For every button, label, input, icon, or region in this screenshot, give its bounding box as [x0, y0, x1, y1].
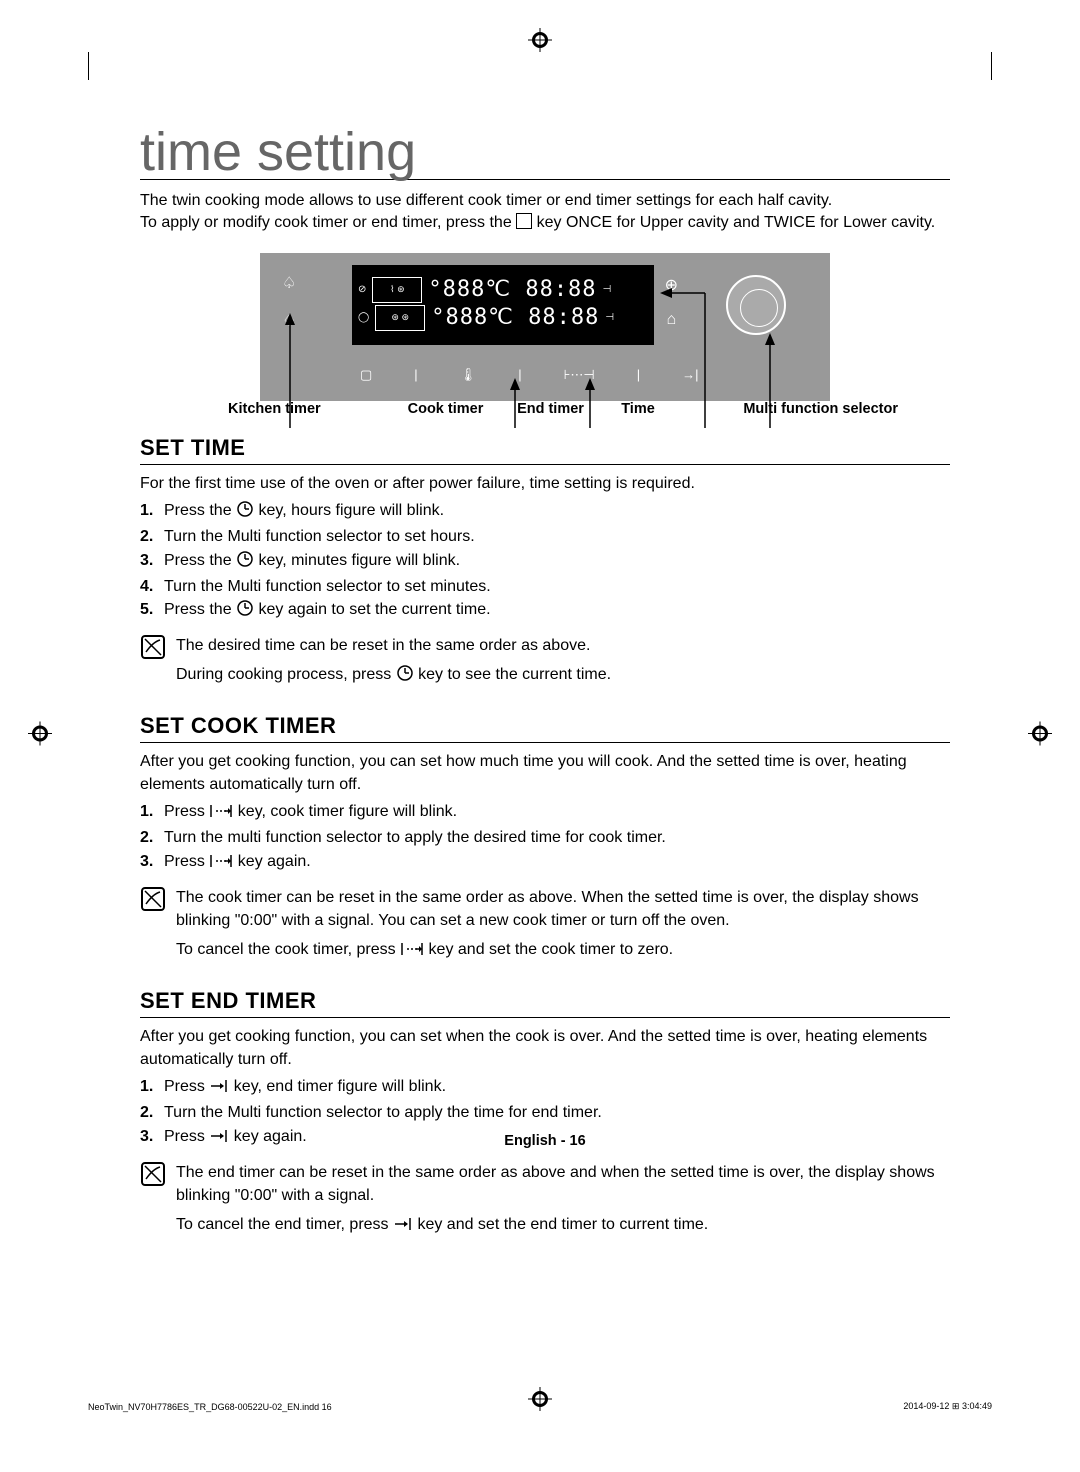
print-timestamp: 2014-09-12 ⊞ 3:04:49	[903, 1401, 992, 1412]
set-cook-steps: 1.Press key, cook timer figure will blin…	[140, 800, 950, 876]
segment-display-top: °888℃ 88:88	[428, 277, 596, 302]
label-end-timer: End timer	[503, 401, 598, 417]
end-timer-key-icon	[393, 1216, 413, 1239]
step-item: 2.Turn the multi function selector to ap…	[140, 826, 950, 849]
clock-icon	[236, 550, 254, 575]
clock-icon	[236, 599, 254, 624]
bell-icon: ♤	[282, 273, 296, 293]
bell-outline-icon: ♢	[282, 311, 296, 331]
set-time-steps: 1.Press the key, hours figure will blink…	[140, 499, 950, 624]
registration-mark-icon	[28, 722, 52, 751]
indd-filename: NeoTwin_NV70H7786ES_TR_DG68-00522U-02_EN…	[88, 1402, 332, 1412]
step-item: 3.Press key again.	[140, 850, 950, 876]
step-item: 2.Turn the Multi function selector to ap…	[140, 1101, 950, 1124]
registration-mark-icon	[528, 28, 552, 57]
label-cook-timer: Cook timer	[388, 401, 503, 417]
label-time: Time	[598, 401, 678, 417]
cook-timer-key-icon	[209, 803, 233, 826]
step-item: 5.Press the key again to set the current…	[140, 598, 950, 624]
note-text: To cancel the cook timer, press key and …	[176, 938, 950, 964]
temp-icon: 🌡	[460, 367, 477, 383]
step-item: 3.Press the key, minutes figure will bli…	[140, 549, 950, 575]
clock-icon	[236, 500, 254, 525]
set-end-heading: SET END TIMER	[140, 988, 950, 1014]
crop-mark	[991, 52, 992, 80]
dial-icon	[726, 275, 786, 335]
set-end-intro: After you get cooking function, you can …	[140, 1026, 950, 1071]
note-text: The cook timer can be reset in the same …	[176, 886, 950, 932]
note-icon	[140, 1161, 166, 1246]
step-item: 1.Press the key, hours figure will blink…	[140, 499, 950, 525]
cavity-key-icon	[516, 213, 532, 229]
cook-timer-icon: ⊦⋯⊣	[564, 367, 595, 383]
cook-timer-key-icon	[209, 853, 233, 876]
end-timer-icon: →|	[682, 367, 698, 383]
clock-panel-icon: ⊕	[665, 275, 678, 295]
page-footer: English - 16	[140, 1133, 950, 1149]
registration-mark-icon	[1028, 722, 1052, 751]
label-mfs: Multi function selector	[678, 401, 898, 417]
set-time-heading: SET TIME	[140, 435, 950, 461]
note-text: To cancel the end timer, press key and s…	[176, 1213, 950, 1239]
registration-mark-icon	[528, 1387, 552, 1416]
step-item: 4.Turn the Multi function selector to se…	[140, 575, 950, 598]
stop-icon: ▢	[360, 367, 372, 383]
note-text: The desired time can be reset in the sam…	[176, 634, 950, 657]
set-cook-heading: SET COOK TIMER	[140, 713, 950, 739]
step-item: 1.Press key, end timer figure will blink…	[140, 1075, 950, 1101]
note-text: The end timer can be reset in the same o…	[176, 1161, 950, 1207]
end-timer-key-icon	[209, 1078, 229, 1101]
set-time-intro: For the first time use of the oven or af…	[140, 473, 950, 495]
intro-text: The twin cooking mode allows to use diff…	[140, 190, 950, 235]
lock-panel-icon: ⌂	[665, 311, 678, 329]
control-panel-diagram: ♤ ♢ ⊘⌇ ⊛°888℃ 88:88⊣ ◯⊛ ⊛°888℃ 88:88⊣ ⊕ …	[140, 253, 950, 417]
note-icon	[140, 886, 166, 971]
set-cook-intro: After you get cooking function, you can …	[140, 751, 950, 796]
note-icon	[140, 634, 166, 695]
segment-display-bottom: °888℃ 88:88	[431, 305, 599, 330]
crop-mark	[88, 52, 89, 80]
clock-icon	[396, 664, 414, 689]
step-item: 2.Turn the Multi function selector to se…	[140, 525, 950, 548]
cook-timer-key-icon	[400, 941, 424, 964]
note-text: During cooking process, press key to see…	[176, 663, 950, 689]
label-kitchen-timer: Kitchen timer	[228, 401, 388, 417]
step-item: 1.Press key, cook timer figure will blin…	[140, 800, 950, 826]
page-title: time setting	[140, 125, 950, 180]
